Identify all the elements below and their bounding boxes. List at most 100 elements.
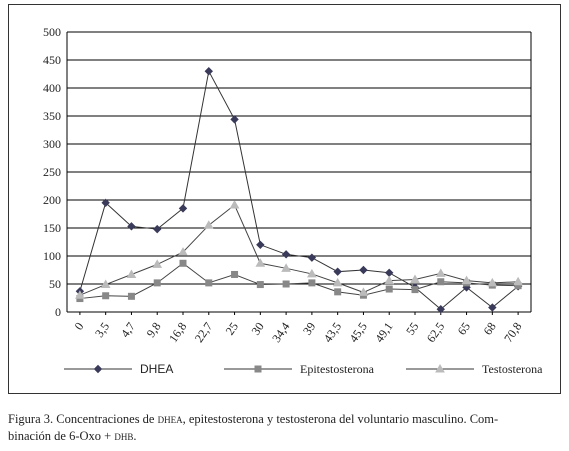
x-tick-label: 49,1 <box>372 320 396 345</box>
y-tick-label: 350 <box>43 109 61 123</box>
data-point-testosterona <box>152 259 163 268</box>
legend-item-dhea: DHEA <box>64 362 173 376</box>
y-tick-label: 50 <box>49 277 61 291</box>
data-point-testosterona <box>384 275 395 285</box>
legend-marker <box>254 365 262 373</box>
data-point-dhea <box>385 268 394 278</box>
data-point-dhea <box>127 222 136 231</box>
data-point-testosterona <box>410 274 420 284</box>
data-point-dhea <box>101 198 110 208</box>
data-point-testosterona <box>178 247 188 256</box>
series-dhea <box>75 66 523 314</box>
data-point-testosterona <box>75 290 85 299</box>
legend-item-epitestosterona: Epitestosterona <box>224 362 375 376</box>
data-point-epitestosterona <box>102 292 110 300</box>
data-point-epitestosterona <box>385 285 393 293</box>
data-point-epitestosterona <box>282 280 290 288</box>
data-point-epitestosterona <box>308 279 316 287</box>
y-tick-label: 300 <box>43 137 61 151</box>
series-testosterona <box>75 200 523 299</box>
legend-label-epitestosterona: Epitestosterona <box>300 362 375 376</box>
data-point-epitestosterona <box>256 281 264 289</box>
data-point-dhea <box>178 204 188 213</box>
data-point-dhea <box>204 66 213 76</box>
x-tick-label: 39 <box>300 320 318 338</box>
data-point-testosterona <box>461 275 472 285</box>
data-point-dhea <box>281 250 291 259</box>
legend-label-testosterona: Testosterona <box>482 362 543 376</box>
caption-prefix: Figura 3. Concentraciones de <box>8 412 158 426</box>
data-point-epitestosterona <box>153 279 161 287</box>
x-tick-label: 43,5 <box>321 320 345 345</box>
x-tick-label: 0 <box>71 320 86 333</box>
x-tick-label: 45,5 <box>346 320 370 345</box>
legend-marker <box>93 364 103 374</box>
x-tick-label: 70,8 <box>501 320 525 345</box>
x-tick-label: 9,8 <box>144 320 164 340</box>
data-point-testosterona <box>203 220 214 229</box>
x-tick-label: 68 <box>480 320 498 338</box>
legend-item-testosterona: Testosterona <box>406 362 543 376</box>
data-point-epitestosterona <box>205 279 213 287</box>
series-line-testosterona <box>79 204 519 296</box>
data-point-epitestosterona <box>179 259 187 267</box>
data-point-dhea <box>153 224 162 234</box>
data-point-epitestosterona <box>411 286 419 294</box>
data-point-epitestosterona <box>231 270 239 278</box>
x-tick-label: 4,7 <box>118 320 138 340</box>
data-point-testosterona <box>435 268 446 277</box>
data-point-dhea <box>256 240 265 250</box>
x-tick-label: 30 <box>248 320 266 338</box>
series-epitestosterona <box>76 259 522 303</box>
data-point-testosterona <box>358 287 369 296</box>
y-tick-label: 100 <box>43 249 61 263</box>
data-point-testosterona <box>126 269 137 278</box>
x-tick-label: 34,4 <box>269 320 293 345</box>
data-point-testosterona <box>255 258 266 267</box>
data-point-testosterona <box>513 276 523 286</box>
x-tick-label: 3,5 <box>92 320 112 340</box>
line-chart: 0 50 100 150 200 250 300 350 400 450 500 0 3,5 4,7 9,… <box>43 25 543 376</box>
series-line-epitestosterona <box>79 262 519 300</box>
data-point-dhea <box>307 253 317 262</box>
data-point-dhea <box>436 304 445 314</box>
data-point-testosterona <box>307 268 317 278</box>
x-tick-label: 62,5 <box>424 320 448 345</box>
legend-marker <box>435 363 445 373</box>
caption-middle: , epitestosterona y testosterona del vol… <box>182 412 499 426</box>
data-point-dhea <box>230 115 239 124</box>
y-tick-label: 400 <box>43 81 61 95</box>
y-tick-label: 150 <box>43 221 61 235</box>
y-tick-label: 250 <box>43 165 61 179</box>
chart-frame: 0 50 100 150 200 250 300 350 400 450 500 0 3,5 4,7 9,… <box>8 4 561 394</box>
y-tick-label: 200 <box>43 193 61 207</box>
figure-caption: Figura 3. Concentraciones de dhea, epite… <box>8 411 563 445</box>
data-point-dhea <box>333 267 342 276</box>
caption-dhea: dhea <box>157 412 183 426</box>
legend: DHEA Epitestosterona Testosterona <box>64 362 543 376</box>
caption-dhb: dhb <box>114 429 134 443</box>
y-tick-label: 0 <box>55 305 61 319</box>
series-line-dhea <box>79 69 519 310</box>
x-tick-label: 55 <box>403 320 421 338</box>
gridlines <box>66 31 532 313</box>
data-point-epitestosterona <box>437 278 445 286</box>
data-point-epitestosterona <box>127 292 135 300</box>
data-point-dhea <box>359 265 368 275</box>
data-point-dhea <box>488 303 497 312</box>
caption-line2: binación de 6-Oxo + <box>8 429 115 443</box>
y-tick-label: 450 <box>43 53 61 67</box>
x-tick-label: 22,7 <box>192 320 216 345</box>
data-point-testosterona <box>229 200 240 209</box>
data-point-testosterona <box>281 263 291 272</box>
caption-end: . <box>133 429 137 443</box>
data-point-testosterona <box>487 277 498 287</box>
y-axis-ticks: 0 50 100 150 200 250 300 350 400 450 500 <box>43 25 61 319</box>
legend-label-dhea: DHEA <box>140 362 173 376</box>
series-layer <box>75 66 523 314</box>
y-tick-label: 500 <box>43 25 61 39</box>
x-axis-ticks: 0 3,5 4,7 9,8 16,8 22,7 25 30 34,4 39 43,5 45,5 49,1… <box>71 312 525 345</box>
data-point-testosterona <box>100 279 111 289</box>
x-tick-label: 25 <box>223 320 241 338</box>
x-tick-label: 65 <box>455 320 473 338</box>
